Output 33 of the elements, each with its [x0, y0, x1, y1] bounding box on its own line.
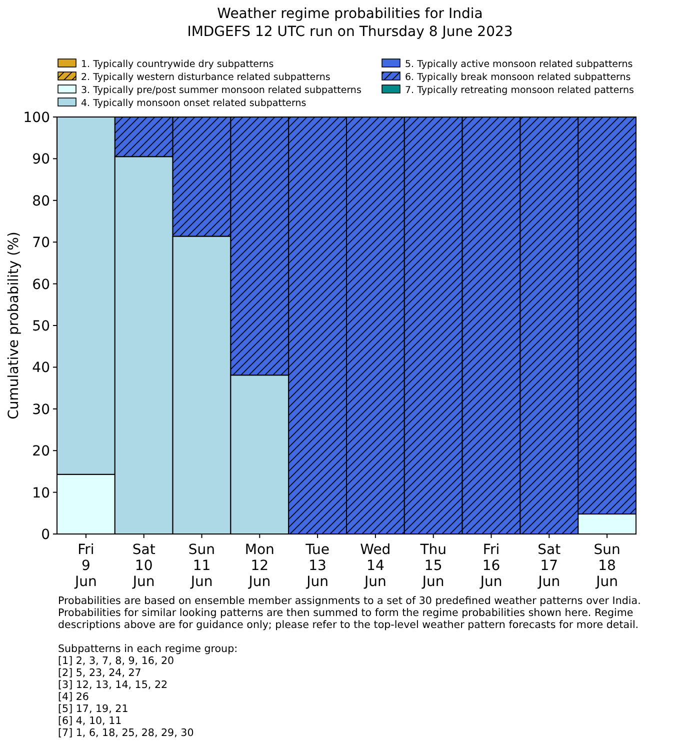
- legend-label: 3. Typically pre/post summer monsoon related subpatterns: [81, 85, 362, 96]
- y-tick-label: 100: [23, 110, 50, 126]
- x-tick-label: Sat 10 Jun: [132, 542, 156, 590]
- legend-label: 7. Typically retreating monsoon related patterns: [405, 85, 634, 96]
- legend-label: 6. Typically break monsoon related subpatterns: [405, 72, 631, 83]
- y-tick-label: 50: [32, 318, 50, 334]
- x-tick-label: Tue 13 Jun: [304, 542, 330, 590]
- x-tick-label: Fri 16 Jun: [479, 542, 502, 590]
- x-tick-label: Thu 15 Jun: [419, 542, 447, 590]
- y-tick-label: 10: [32, 485, 50, 502]
- x-tick-label: Sun 18 Jun: [594, 542, 620, 590]
- y-tick-label: 0: [41, 527, 50, 543]
- y-tick-label: 30: [32, 402, 50, 418]
- text: Subpatterns in each regime group: [1] 2, 3, 7, 8, 9, 16, 20 [2] 5, 23, 24, 27 [3] 12, 13, 14, 15, 22 [4] 26 [5] 17, 19, 21 [6] 4, 10, 11 [7] 1, 6, 18, 25, 28, 29, 30: [58, 643, 238, 739]
- x-tick-label: Fri 9 Jun: [74, 542, 97, 590]
- chart-title: Weather regime probabilities for India: [217, 6, 483, 22]
- y-tick-label: 40: [32, 360, 50, 376]
- x-tick-label: Wed 14 Jun: [360, 542, 391, 590]
- legend-label: 2. Typically western disturbance related subpatterns: [81, 72, 330, 83]
- y-tick-label: 70: [32, 235, 50, 252]
- y-tick-label: 80: [32, 193, 50, 210]
- x-tick-label: Mon 12 Jun: [244, 542, 274, 590]
- y-tick-label: 60: [32, 276, 50, 293]
- text: Probabilities are based on ensemble member assignments to a set of 30 predefined weather patterns over India. Probabilities for similar looking patterns are then summed to form the regime probabilities shown here. Regime descriptions above are for guidance only; please refer to the top-level weather pattern forecasts for more detail.: [58, 595, 641, 631]
- legend-label: 1. Typically countrywide dry subpatterns: [81, 59, 274, 70]
- y-axis-title: Cumulative probability (%): [6, 232, 22, 420]
- x-tick-label: Sun 11 Jun: [188, 542, 216, 590]
- y-tick-label: 90: [32, 152, 50, 168]
- chart-subtitle: IMDGEFS 12 UTC run on Thursday 8 June 2023: [187, 24, 513, 40]
- legend-label: 4. Typically monsoon onset related subpatterns: [81, 98, 306, 109]
- legend-label: 5. Typically active monsoon related subpatterns: [405, 59, 633, 70]
- x-tick-label: Sat 17 Jun: [537, 542, 562, 590]
- y-tick-label: 20: [32, 444, 50, 460]
